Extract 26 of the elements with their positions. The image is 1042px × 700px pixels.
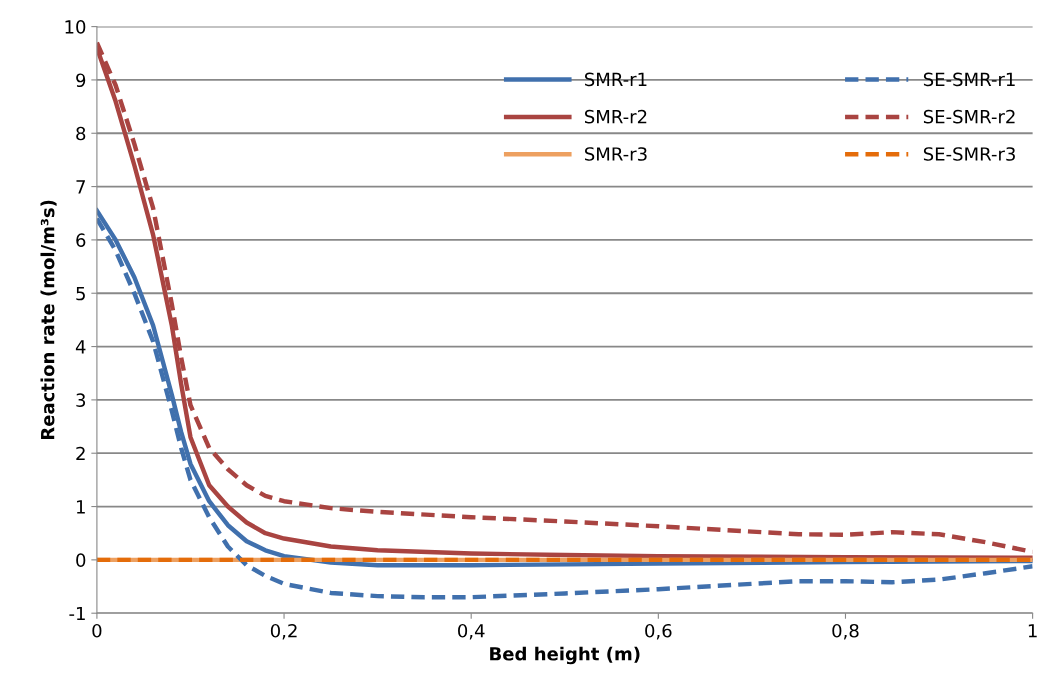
y-tick-label: 0 xyxy=(76,553,86,567)
y-tick-label: 1 xyxy=(76,500,85,514)
x-tick-label: 1 xyxy=(1028,624,1037,638)
y-axis-title: Reaction rate (mol/m³s) xyxy=(40,200,57,440)
y-tick-label: 4 xyxy=(75,340,86,354)
y-tick-label: 9 xyxy=(76,73,86,88)
y-tick-label: 3 xyxy=(76,393,86,408)
y-tick-label: 5 xyxy=(76,286,85,301)
legend-label: SE-SMR-r3 xyxy=(923,147,1015,161)
x-tick-label: 0 xyxy=(92,623,102,638)
legend-label: SMR-r2 xyxy=(584,109,647,124)
x-tick-label: 0,6 xyxy=(645,623,672,640)
legend-label: SMR-r3 xyxy=(584,147,647,161)
legend-label: SE-SMR-r1 xyxy=(923,72,1015,87)
y-tick-label: 10 xyxy=(65,20,86,34)
legend-label: SMR-r1 xyxy=(584,72,647,87)
y-tick-label: 2 xyxy=(76,446,85,461)
x-tick-label: 0,2 xyxy=(270,623,297,640)
x-tick-label: 0,8 xyxy=(832,623,859,640)
y-tick-label: -1 xyxy=(69,606,85,621)
x-tick-label: 0,4 xyxy=(458,623,485,640)
legend-label: SE-SMR-r2 xyxy=(923,109,1015,124)
x-axis-title: Bed height (m) xyxy=(490,646,640,665)
y-tick-label: 6 xyxy=(76,233,86,248)
y-tick-label: 8 xyxy=(76,126,86,141)
y-tick-label: 7 xyxy=(76,180,85,194)
